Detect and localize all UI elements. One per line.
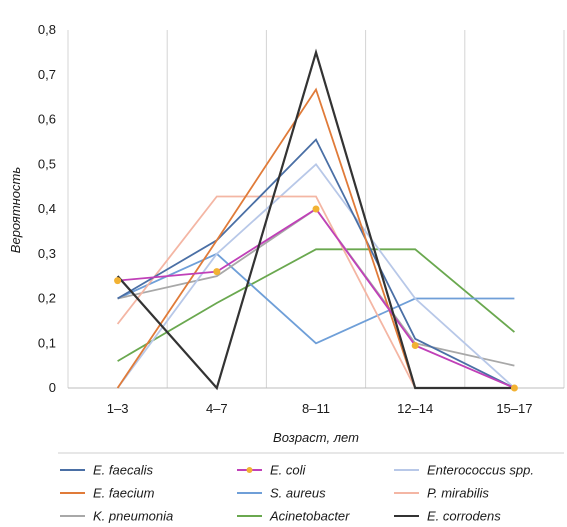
legend-label-p-mirabilis: P. mirabilis <box>427 486 489 501</box>
legend-label-acinetobacter: Acinetobacter <box>269 509 350 524</box>
legend: E. faecalis E. coli Enterococcus spp. E. fa… <box>60 463 534 524</box>
series-line-e-faecalis <box>117 138 515 389</box>
legend-marker-e-coli <box>246 467 253 473</box>
x-tick-label: 8–11 <box>302 401 330 416</box>
series <box>116 48 516 391</box>
y-axis-ticks: 0 0,1 0,2 0,3 0,4 0,5 0,6 0,7 0,8 <box>38 22 56 395</box>
y-tick-label: 0,1 <box>38 335 56 350</box>
series-line-enterococcus-spp <box>116 162 516 389</box>
y-tick-label: 0,5 <box>38 156 56 171</box>
legend-label-k-pneumonia: K. pneumonia <box>93 509 173 524</box>
data-point-e-coli <box>114 277 122 285</box>
y-tick-label: 0,3 <box>38 246 56 261</box>
y-axis-title: Вероятность <box>8 167 23 254</box>
legend-label-e-faecalis: E. faecalis <box>93 463 153 478</box>
data-point-e-coli <box>510 384 518 392</box>
x-tick-label: 12–14 <box>397 401 433 416</box>
series-line-s-aureus <box>117 252 515 345</box>
legend-label-enterococcus-spp: Enterococcus spp. <box>427 463 534 478</box>
legend-label-e-faecium: E. faecium <box>93 486 155 501</box>
x-tick-label: 4–7 <box>206 401 228 416</box>
y-tick-label: 0,7 <box>38 67 56 82</box>
y-tick-label: 0,2 <box>38 291 56 306</box>
series-line-e-corrodens <box>116 48 515 391</box>
y-tick-label: 0,6 <box>38 112 56 127</box>
y-tick-label: 0 <box>49 380 56 395</box>
data-point-e-coli <box>411 341 419 349</box>
x-tick-label: 1–3 <box>107 401 129 416</box>
y-tick-label: 0,8 <box>38 22 56 37</box>
legend-label-s-aureus: S. aureus <box>270 486 326 501</box>
legend-label-e-corrodens: E. corrodens <box>427 509 501 524</box>
series-line-acinetobacter <box>117 248 515 362</box>
data-point-e-coli <box>213 268 221 276</box>
x-tick-label: 15–17 <box>496 401 532 416</box>
y-tick-label: 0,4 <box>38 201 56 216</box>
x-axis-title: Возраст, лет <box>273 430 359 445</box>
data-point-e-coli <box>312 205 320 213</box>
markers <box>114 205 518 392</box>
x-axis-ticks: 1–3 4–7 8–11 12–14 15–17 <box>107 401 533 416</box>
legend-label-e-coli: E. coli <box>270 463 307 478</box>
